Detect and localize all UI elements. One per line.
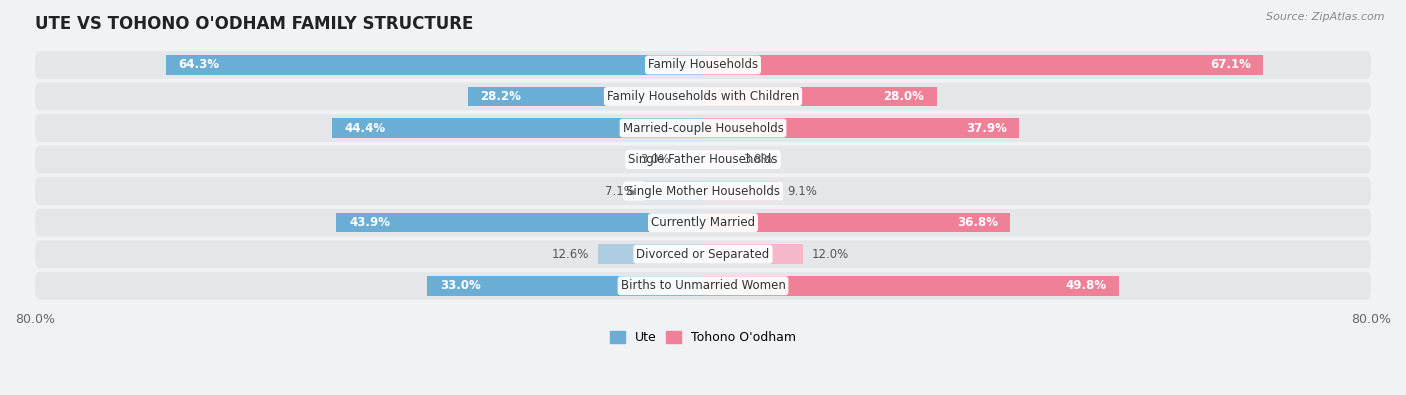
Bar	[332, 118, 703, 138]
Text: Single Mother Households: Single Mother Households	[626, 184, 780, 198]
Text: UTE VS TOHONO O'ODHAM FAMILY STRUCTURE: UTE VS TOHONO O'ODHAM FAMILY STRUCTURE	[35, 15, 474, 33]
Text: 28.2%: 28.2%	[479, 90, 522, 103]
Text: Currently Married: Currently Married	[651, 216, 755, 229]
Text: Single Father Households: Single Father Households	[628, 153, 778, 166]
Text: 7.1%: 7.1%	[606, 184, 636, 198]
FancyBboxPatch shape	[35, 209, 1371, 237]
Text: Divorced or Separated: Divorced or Separated	[637, 248, 769, 261]
Bar	[703, 55, 1263, 75]
Text: Family Households: Family Households	[648, 58, 758, 71]
Bar	[598, 245, 703, 264]
Text: 12.0%: 12.0%	[811, 248, 849, 261]
FancyBboxPatch shape	[35, 83, 1371, 110]
FancyBboxPatch shape	[35, 272, 1371, 299]
Text: 12.6%: 12.6%	[553, 248, 589, 261]
FancyBboxPatch shape	[35, 51, 1371, 79]
Text: 3.8%: 3.8%	[744, 153, 773, 166]
Bar	[703, 150, 735, 169]
Text: Source: ZipAtlas.com: Source: ZipAtlas.com	[1267, 12, 1385, 22]
FancyBboxPatch shape	[35, 240, 1371, 268]
Text: 36.8%: 36.8%	[956, 216, 998, 229]
Text: 3.0%: 3.0%	[640, 153, 669, 166]
Bar	[468, 87, 703, 106]
Bar	[644, 181, 703, 201]
Text: 44.4%: 44.4%	[344, 122, 385, 135]
Bar	[703, 181, 779, 201]
FancyBboxPatch shape	[35, 114, 1371, 142]
Bar	[703, 245, 803, 264]
Bar	[703, 118, 1019, 138]
FancyBboxPatch shape	[35, 146, 1371, 173]
Text: 28.0%: 28.0%	[883, 90, 924, 103]
Bar	[336, 213, 703, 232]
Legend: Ute, Tohono O'odham: Ute, Tohono O'odham	[605, 326, 801, 349]
Text: Births to Unmarried Women: Births to Unmarried Women	[620, 279, 786, 292]
Text: 33.0%: 33.0%	[440, 279, 481, 292]
Bar	[427, 276, 703, 295]
Text: Married-couple Households: Married-couple Households	[623, 122, 783, 135]
Text: Family Households with Children: Family Households with Children	[607, 90, 799, 103]
Bar	[678, 150, 703, 169]
Text: 64.3%: 64.3%	[179, 58, 219, 71]
FancyBboxPatch shape	[35, 177, 1371, 205]
Bar	[703, 276, 1119, 295]
Text: 67.1%: 67.1%	[1211, 58, 1251, 71]
Bar	[703, 87, 936, 106]
Text: 43.9%: 43.9%	[349, 216, 389, 229]
Text: 9.1%: 9.1%	[787, 184, 817, 198]
Text: 37.9%: 37.9%	[966, 122, 1007, 135]
Bar	[166, 55, 703, 75]
Text: 49.8%: 49.8%	[1066, 279, 1107, 292]
Bar	[703, 213, 1011, 232]
